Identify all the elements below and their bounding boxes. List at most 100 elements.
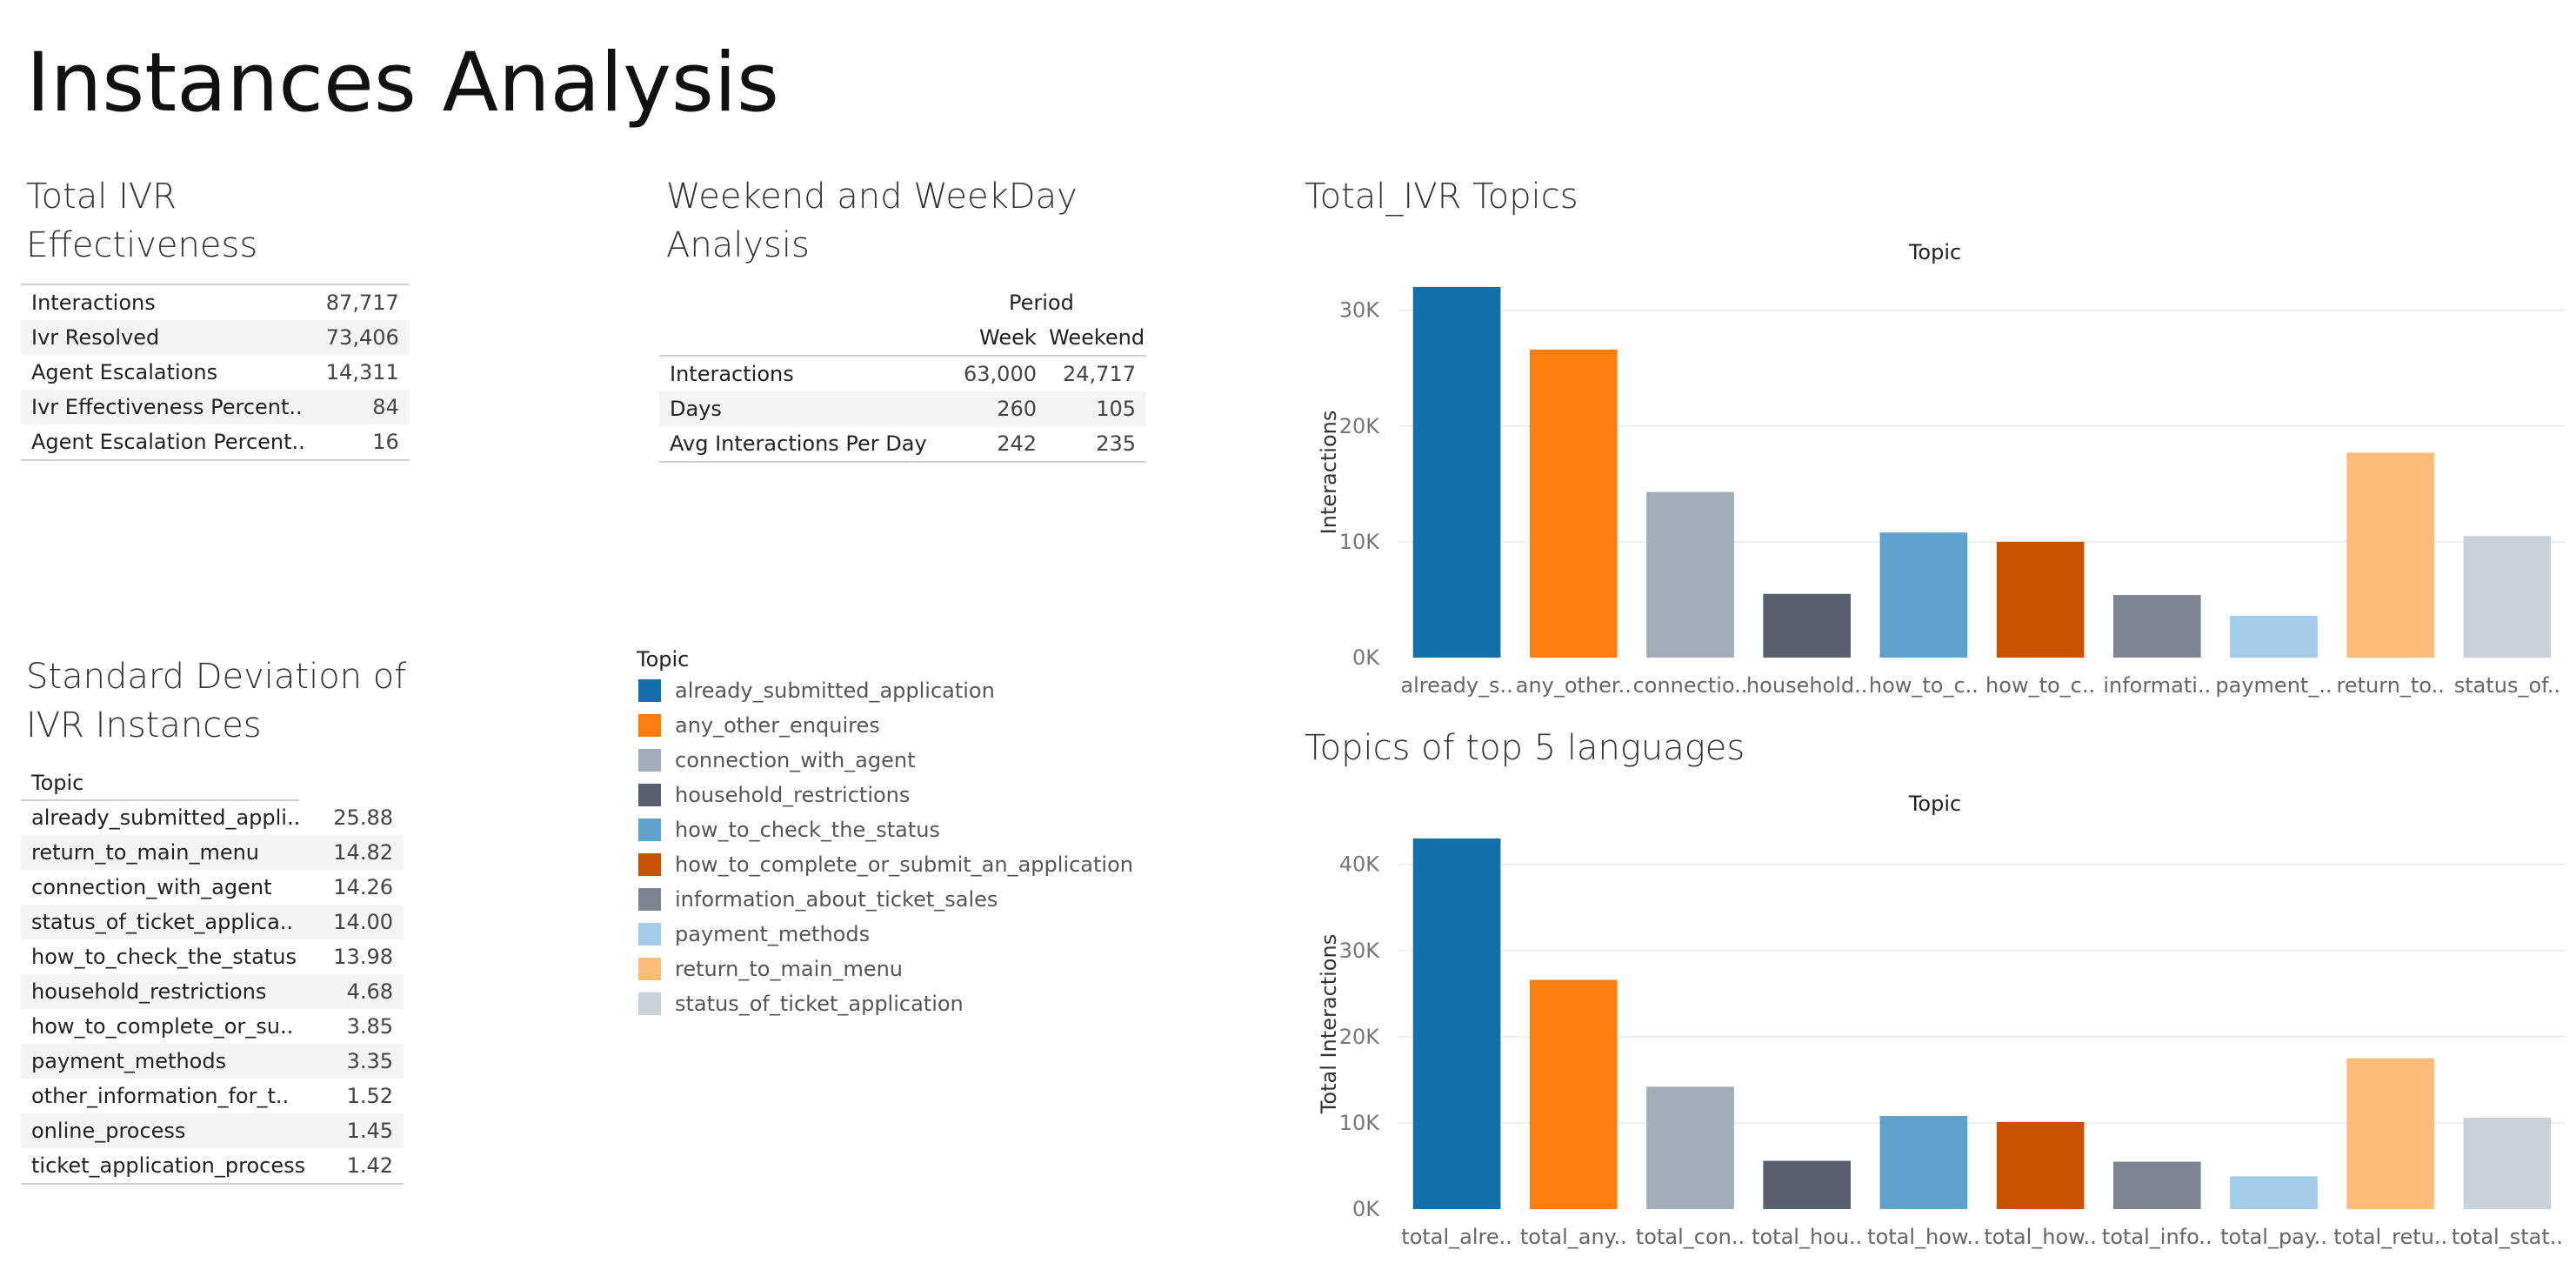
row-label: return_to_main_menu [21,835,322,870]
legend-item[interactable]: household_restrictions [638,778,910,812]
bar[interactable] [1529,979,1618,1209]
table-row: Ivr Resolved 73,406 [21,320,410,355]
week-column-header: Week [979,325,1037,350]
x-tick-label: payment_.. [2215,673,2332,698]
legend-item[interactable]: how_to_complete_or_submit_an_application [638,847,1133,882]
bar[interactable] [2112,595,2201,658]
bar[interactable] [1879,532,1968,658]
legend-item[interactable]: status_of_ticket_application [638,986,964,1021]
x-tick-label: already_s.. [1400,673,1512,698]
bar[interactable] [1529,349,1618,658]
bar[interactable] [1763,593,1852,658]
weekend-table: Interactions 63,000 24,717 Days 260 105 … [659,355,1146,463]
x-tick-label: return_to.. [2337,673,2445,698]
bar[interactable] [1763,1160,1852,1209]
row-value: 87,717 [315,284,410,320]
bar[interactable] [2346,1058,2435,1209]
legend-swatch [638,958,661,980]
stddev-title-line-1: Standard Deviation of [26,657,407,697]
x-tick-label: total_retu.. [2333,1225,2447,1249]
x-tick-label: informati.. [2103,673,2211,698]
y-tick-label: 0K [1352,1197,1380,1221]
chart-1-topic-header: Topic [1908,240,1962,264]
chart-2-topic-header: Topic [1908,792,1962,816]
legend-label: information_about_ticket_sales [675,887,998,912]
x-tick-label: household.. [1746,673,1867,698]
bar[interactable] [1646,1086,1734,1209]
x-tick-label: total_stat.. [2452,1225,2563,1249]
table-row: Days 260 105 [659,391,1146,426]
bar[interactable] [2463,536,2552,658]
effectiveness-table: Interactions 87,717 Ivr Resolved 73,406 … [21,284,410,461]
bar[interactable] [1879,1116,1968,1209]
row-label: Interactions [659,355,948,391]
week-value: 260 [948,391,1047,426]
legend-swatch [638,784,661,806]
bar[interactable] [2463,1117,2552,1209]
row-value: 84 [315,390,410,424]
x-tick-label: total_con.. [1636,1225,1745,1249]
week-value: 242 [948,426,1047,463]
legend-label: connection_with_agent [675,748,916,772]
legend-item[interactable]: already_submitted_application [638,673,995,708]
total-ivr-topics-chart: 0K 10K 20K 30K Interactions already_s.. any_ot… [1317,287,2566,698]
bar[interactable] [2346,452,2435,658]
bar[interactable] [2230,1176,2318,1209]
bar[interactable] [1412,839,1501,1209]
row-label: Interactions [21,284,316,320]
y-tick-label: 40K [1339,852,1381,877]
x-tick-label: any_other.. [1516,673,1632,698]
legend-title: Topic [637,647,690,672]
row-value: 3.85 [346,1014,393,1039]
chart-2-title: Topics of top 5 languages [1305,728,1745,768]
table-row: payment_methods 3.35 [21,1044,404,1079]
row-value: 14.00 [321,905,404,939]
page-title: Instances Analysis [26,36,779,130]
legend-swatch [638,992,661,1015]
stddev-header-divider [21,799,299,801]
row-value: 1.45 [321,1113,404,1148]
table-row: already_submitted_appli.. 25.88 [21,800,404,835]
stddev-title: Standard Deviation of IVR Instances [26,652,406,750]
row-label: Avg Interactions Per Day [659,426,948,463]
effectiveness-title: Total IVR Effectiveness [26,172,257,270]
y-axis-label: Total Interactions [1317,934,1341,1114]
legend-swatch [638,749,661,772]
chart-1-title: Total_IVR Topics [1305,177,1578,217]
legend-swatch [638,679,661,702]
x-tick-label: connectio.. [1633,673,1748,698]
row-value: 14.82 [321,835,404,870]
x-tick-label: how_to_c.. [1869,673,1979,698]
row-label: connection_with_agent [31,875,272,899]
legend-label: how_to_complete_or_submit_an_application [675,852,1133,877]
row-value: 16 [315,424,410,461]
bar[interactable] [2112,1161,2201,1209]
legend-item[interactable]: any_other_enquires [638,708,880,743]
y-tick-label: 20K [1339,1025,1381,1049]
row-label: status_of_ticket_applica.. [21,905,322,939]
bar[interactable] [2230,616,2318,658]
weekend-title-line-1: Weekend and WeekDay [666,177,1078,217]
row-value: 25.88 [333,805,393,830]
legend-item[interactable]: information_about_ticket_sales [638,882,998,917]
legend-label: already_submitted_application [675,678,995,703]
table-row: online_process 1.45 [21,1113,404,1148]
row-label: Agent Escalations [31,360,218,384]
table-row: ticket_application_process 1.42 [21,1148,404,1185]
table-row: other_information_for_t.. 1.52 [21,1079,404,1113]
table-row: how_to_check_the_status 13.98 [21,939,404,974]
legend-item[interactable]: connection_with_agent [638,743,915,778]
bar[interactable] [1996,1121,2085,1209]
legend-swatch [638,923,661,946]
legend-label: return_to_main_menu [675,957,904,981]
bar[interactable] [1646,491,1734,658]
legend-label: status_of_ticket_application [675,992,964,1016]
table-row: Ivr Effectiveness Percent.. 84 [21,390,410,424]
legend-item[interactable]: return_to_main_menu [638,952,903,986]
legend-item[interactable]: payment_methods [638,917,870,952]
bar[interactable] [1412,287,1501,658]
bar[interactable] [1996,541,2085,658]
row-value: 14,311 [325,360,399,384]
legend-item[interactable]: how_to_check_the_status [638,812,940,847]
row-value: 4.68 [321,974,404,1009]
